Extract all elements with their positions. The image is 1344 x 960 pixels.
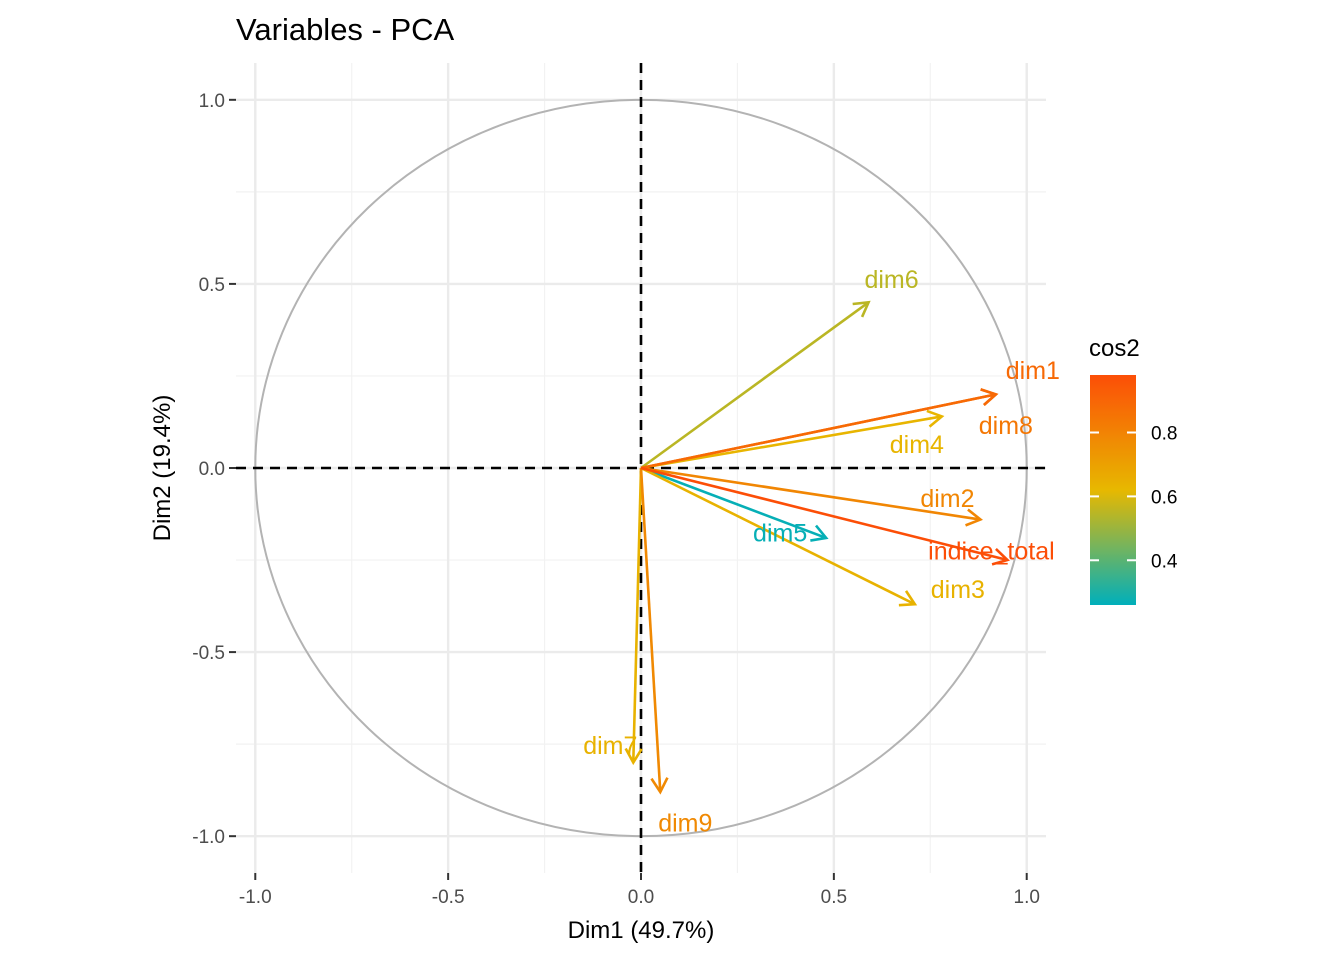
variable-label-dim5: dim5 xyxy=(753,520,807,548)
arrow-head-dim7 xyxy=(624,747,643,766)
arrow-shaft-dim7 xyxy=(631,467,643,763)
legend-colorbar xyxy=(1090,375,1136,605)
variable-labels: dim6 dim1 dim8 dim4 dim2 dim5 indice_total dim3… xyxy=(583,266,1060,838)
x-tick-label: -0.5 xyxy=(432,887,465,908)
variable-label-dim7: dim7 xyxy=(583,732,637,760)
variable-label-dim9: dim9 xyxy=(658,810,712,838)
y-axis-title: Dim2 (19.4%) xyxy=(149,395,176,542)
arrow-head-dim6 xyxy=(852,300,871,318)
arrow-head-dim3 xyxy=(898,590,918,607)
variable-label-dim8: dim8 xyxy=(979,412,1033,440)
variable-label-dim2: dim2 xyxy=(920,485,974,513)
arrow-shaft-indice_total xyxy=(640,466,1008,562)
variable-label-dim1: dim1 xyxy=(1006,357,1060,385)
arrow-head-dim2 xyxy=(965,508,983,527)
arrow-dim9 xyxy=(639,467,669,795)
x-tick-label: 0.5 xyxy=(821,887,847,908)
y-tick-label: 0.0 xyxy=(199,459,225,480)
chart-title: Variables - PCA xyxy=(236,12,455,47)
arrow-head-dim9 xyxy=(650,777,669,795)
legend-title: cos2 xyxy=(1089,335,1140,362)
variable-label-dim4: dim4 xyxy=(890,431,944,459)
x-axis-title: Dim1 (49.7%) xyxy=(568,917,715,944)
y-tick-label: -0.5 xyxy=(192,643,225,664)
arrow-head-dim4 xyxy=(926,409,945,428)
arrow-shaft-dim5 xyxy=(640,466,827,540)
arrow-head-dim1 xyxy=(980,388,999,406)
arrow-shaft-dim3 xyxy=(640,466,916,606)
arrow-dim1 xyxy=(640,388,999,470)
x-tick-label: 0.0 xyxy=(628,887,654,908)
arrow-head-indice_total xyxy=(991,547,1010,566)
arrow-dim3 xyxy=(640,466,918,607)
arrow-shaft-dim1 xyxy=(640,393,997,470)
arrow-dim6 xyxy=(640,300,871,470)
arrow-shaft-dim4 xyxy=(640,415,943,470)
y-tick-label: 1.0 xyxy=(199,91,225,112)
variable-label-dim6: dim6 xyxy=(864,266,918,294)
arrow-dim2 xyxy=(640,466,983,527)
arrow-shaft-dim6 xyxy=(640,301,870,470)
y-tick-label: -1.0 xyxy=(192,827,225,848)
arrow-dim5 xyxy=(640,466,829,542)
y-tick-label: 0.5 xyxy=(199,275,225,296)
axis-ticks: -1.0 -0.5 0.0 0.5 1.0 1.0 0.5 0.0 -0.5 -1.0 xyxy=(192,91,1040,908)
legend-tick-label: 0.6 xyxy=(1151,487,1177,508)
arrow-indice_total xyxy=(640,466,1010,566)
arrow-shaft-dim2 xyxy=(640,466,981,521)
variable-label-dim3: dim3 xyxy=(931,576,985,604)
x-tick-label: 1.0 xyxy=(1014,887,1040,908)
legend: 0.8 0.6 0.4 xyxy=(1090,375,1178,605)
arrow-head-dim5 xyxy=(810,524,829,542)
arrow-dim7 xyxy=(624,467,643,766)
variable-label-indice_total: indice_total xyxy=(928,538,1054,566)
legend-tick-label: 0.8 xyxy=(1151,424,1177,445)
x-tick-label: -1.0 xyxy=(239,887,272,908)
arrow-shaft-dim9 xyxy=(639,467,662,793)
arrow-dim4 xyxy=(640,409,945,470)
variable-arrows xyxy=(624,300,1010,795)
legend-tick-label: 0.4 xyxy=(1151,551,1178,572)
